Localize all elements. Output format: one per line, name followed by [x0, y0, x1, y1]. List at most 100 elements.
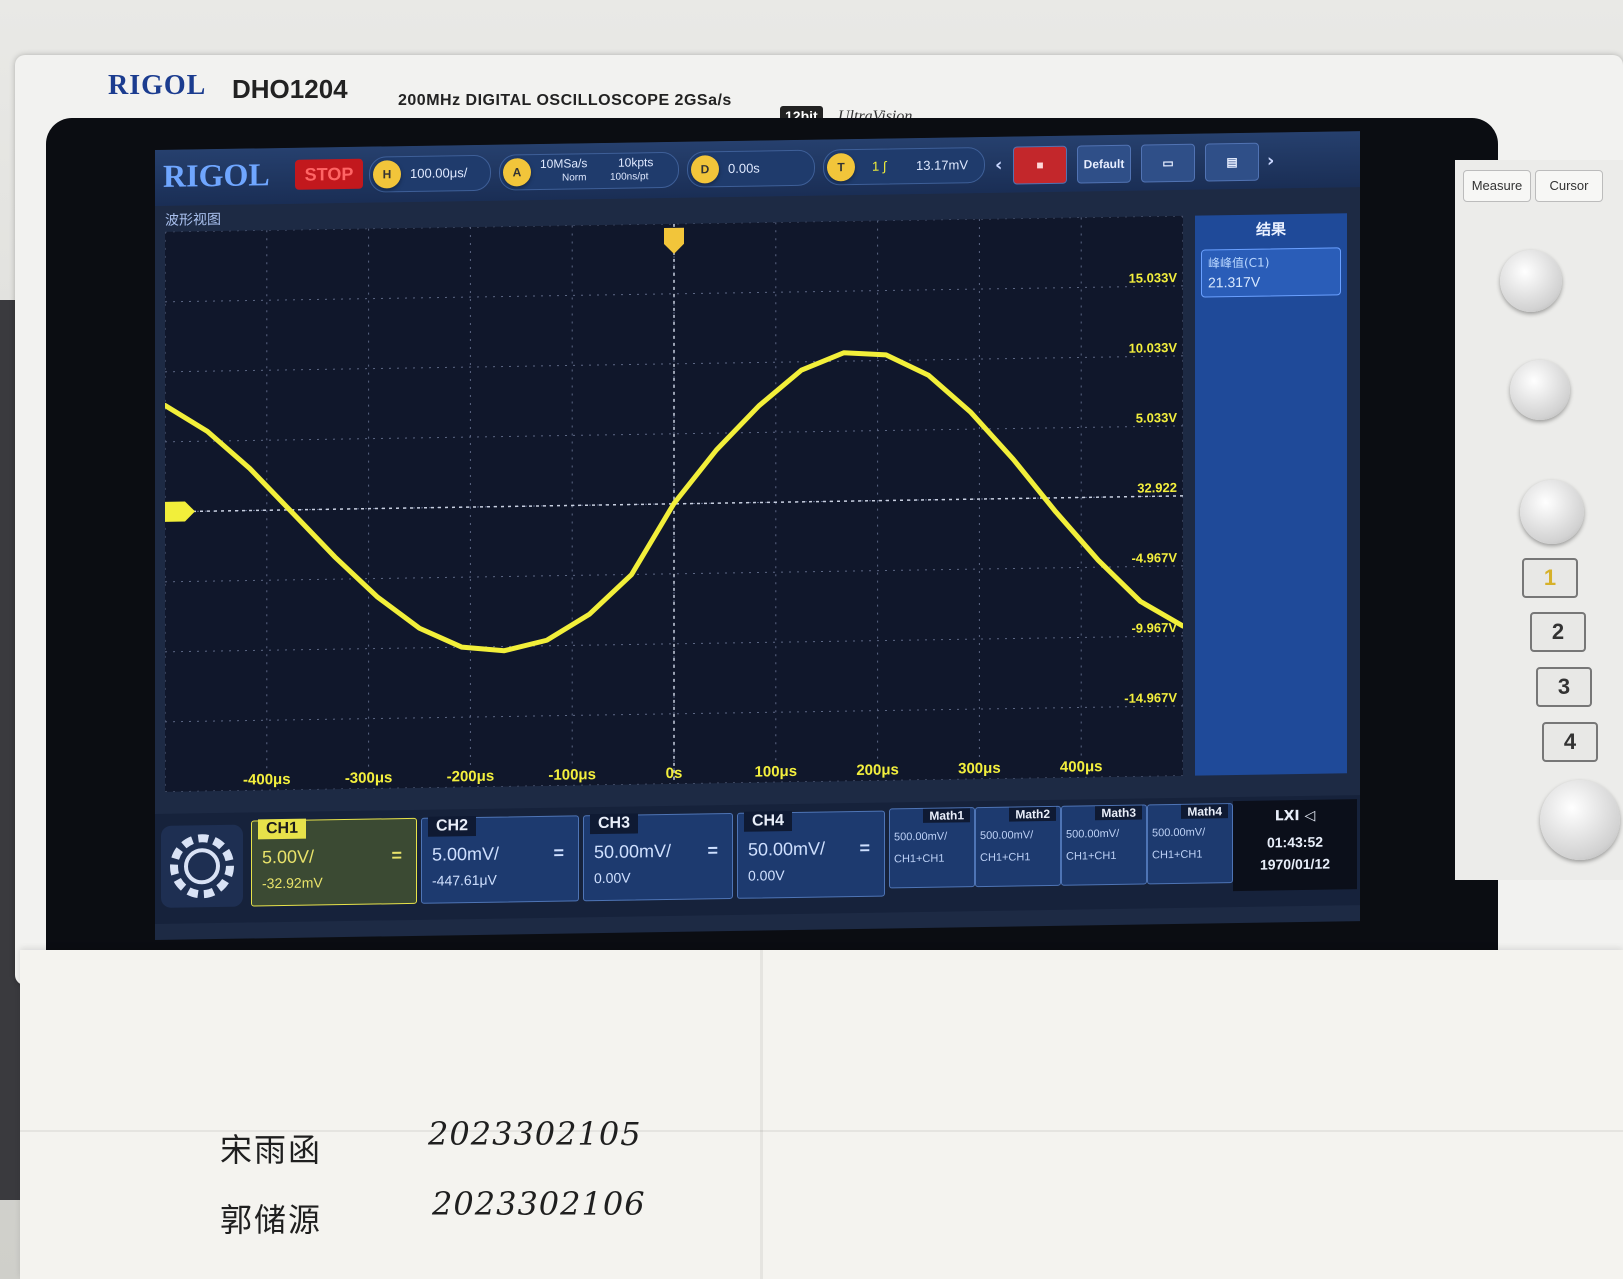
status-date: 1970/01/12: [1259, 855, 1331, 873]
math3-scale: 500.00mV/: [1066, 827, 1120, 841]
intensity-knob[interactable]: [1500, 250, 1562, 312]
rigol-menu-icon[interactable]: [161, 824, 243, 908]
navigation-knob[interactable]: [1510, 360, 1570, 420]
x-tick-label: 0s: [666, 765, 683, 782]
grid-hline: [165, 285, 1183, 303]
x-tick-label: 400μs: [1060, 758, 1103, 776]
ch3-key[interactable]: 3: [1536, 667, 1592, 707]
vpp-value: 21.317V: [1208, 273, 1261, 291]
acquire-control[interactable]: A 10MSa/s 10kpts Norm 100ns/pt: [499, 151, 679, 191]
math2-scale: 500.00mV/: [980, 829, 1034, 843]
horizontal-offset-control[interactable]: D 0.00s: [687, 149, 815, 188]
ch1-settings[interactable]: CH1 5.00V/ -32.92mV =: [251, 817, 417, 907]
results-title: 结果: [1255, 220, 1286, 239]
ch2-settings[interactable]: CH2 5.00mV/ -447.61μV =: [421, 815, 579, 904]
waveform-plot[interactable]: 15.033V 10.033V 5.033V 32.922 -4.967V -9.967V…: [162, 215, 1186, 793]
ch2-coupling-icon: =: [553, 842, 564, 863]
x-tick-label: -400μs: [243, 771, 291, 789]
oscilloscope-screen: RIGOL STOP H 100.00μs/ A 10MSa/s 10kpts …: [155, 131, 1360, 941]
timebase-icon: H: [373, 160, 401, 189]
vpp-label: 峰峰值(C1): [1208, 255, 1270, 271]
ch3-coupling-icon: =: [707, 840, 718, 861]
results-panel: 结果 峰峰值(C1) 21.317V: [1195, 213, 1347, 776]
sample-rate: 10MSa/s: [540, 156, 588, 171]
screenshot-button[interactable]: ▤: [1205, 142, 1259, 182]
x-tick-label: 100μs: [755, 763, 798, 781]
math1-scale: 500.00mV/: [894, 830, 948, 844]
screen-logo: RIGOL: [163, 156, 270, 194]
model-label: DHO1204: [232, 74, 348, 104]
vertical-position-knob[interactable]: [1520, 480, 1584, 544]
vertical-scale-knob[interactable]: [1540, 780, 1620, 860]
x-tick-label: 300μs: [958, 760, 1001, 778]
timebase-control[interactable]: H 100.00μs/: [369, 154, 491, 193]
grid-hline: [165, 775, 1183, 793]
y-tick-label: 5.033V: [1136, 410, 1178, 426]
x-tick-label: 200μs: [856, 761, 899, 779]
ch4-tab: CH4: [744, 810, 793, 832]
grid-hline: [165, 355, 1183, 373]
math4-settings[interactable]: Math4 500.00mV/ CH1+CH1: [1147, 803, 1233, 885]
trigger-level: 13.17mV: [916, 157, 969, 174]
math2-tab: Math2: [1009, 806, 1056, 822]
ch1-key[interactable]: 1: [1522, 558, 1578, 598]
ch2-tab: CH2: [428, 815, 477, 837]
x-tick-label: -100μs: [548, 766, 596, 784]
default-button[interactable]: Default: [1077, 144, 1131, 184]
offset-icon: D: [691, 155, 719, 184]
ch4-key[interactable]: 4: [1542, 722, 1598, 762]
cursor-button[interactable]: Cursor: [1535, 170, 1603, 202]
note-name-2: 郭储源: [220, 1201, 323, 1239]
brand-logo: RIGOL: [108, 70, 207, 101]
ch4-settings[interactable]: CH4 50.00mV/ 0.00V =: [737, 810, 885, 899]
math1-tab: Math1: [923, 808, 970, 823]
ch2-key[interactable]: 2: [1530, 612, 1586, 652]
math1-source: CH1+CH1: [894, 852, 945, 866]
chevron-right-icon[interactable]: ›: [1267, 150, 1275, 172]
note-name-1: 宋雨函: [220, 1131, 323, 1169]
paper-note: 宋雨函 2023302105 郭储源 2023302106: [20, 950, 1623, 1279]
ch4-coupling-icon: =: [859, 837, 870, 858]
ch1-waveform-trace: [162, 350, 1186, 654]
ch4-offset: 0.00V: [748, 867, 785, 884]
math4-tab: Math4: [1181, 804, 1228, 819]
y-tick-label: -4.967V: [1131, 550, 1177, 566]
chevron-left-icon[interactable]: ‹: [995, 154, 1003, 176]
spec-label: 200MHz DIGITAL OSCILLOSCOPE 2GSa/s: [398, 92, 732, 109]
grid-hline: [165, 705, 1183, 723]
math2-source: CH1+CH1: [980, 851, 1031, 865]
acquire-icon: A: [503, 158, 531, 187]
ch4-scale: 50.00mV/: [748, 838, 826, 860]
run-stop-indicator[interactable]: STOP: [295, 158, 363, 190]
paper-crease: [760, 950, 763, 1279]
waveform-view-label: 波形视图: [165, 211, 221, 229]
save-button[interactable]: ▭: [1141, 143, 1195, 183]
y-tick-label: 10.033V: [1129, 340, 1178, 356]
stop-run-button[interactable]: ■: [1013, 145, 1067, 185]
status-time: 01:43:52: [1266, 833, 1324, 851]
grid-hline: [165, 635, 1183, 653]
math3-tab: Math3: [1095, 805, 1142, 821]
timebase-value: 100.00μs/: [410, 165, 468, 181]
trigger-edge-icon: 1 ∫: [872, 158, 887, 174]
trigger-icon: T: [827, 153, 855, 182]
measure-button[interactable]: Measure: [1463, 170, 1531, 202]
math3-settings[interactable]: Math3 500.00mV/ CH1+CH1: [1061, 804, 1147, 886]
note-id-1: 2023302105: [428, 1115, 642, 1153]
time-per-point: 100ns/pt: [610, 171, 649, 183]
acq-mode: Norm: [562, 172, 587, 184]
math1-settings[interactable]: Math1 500.00mV/ CH1+CH1: [889, 807, 975, 889]
ch1-ground-marker: [165, 501, 195, 522]
channel-bar: CH1 5.00V/ -32.92mV = CH2 5.00mV/ -447.6…: [155, 795, 1360, 924]
math4-source: CH1+CH1: [1152, 848, 1203, 862]
ch3-settings[interactable]: CH3 50.00mV/ 0.00V =: [583, 812, 733, 902]
paper-crease: [20, 1130, 1623, 1132]
vpp-measurement[interactable]: 峰峰值(C1) 21.317V: [1201, 247, 1341, 298]
memory-depth: 10kpts: [618, 155, 654, 170]
ch3-tab: CH3: [590, 813, 639, 835]
note-id-2: 2023302106: [432, 1185, 646, 1223]
grid-hline: [165, 565, 1183, 583]
math2-settings[interactable]: Math2 500.00mV/ CH1+CH1: [975, 805, 1061, 888]
trigger-control[interactable]: T 1 ∫ 13.17mV: [823, 146, 985, 186]
x-tick-label: -200μs: [447, 768, 495, 786]
